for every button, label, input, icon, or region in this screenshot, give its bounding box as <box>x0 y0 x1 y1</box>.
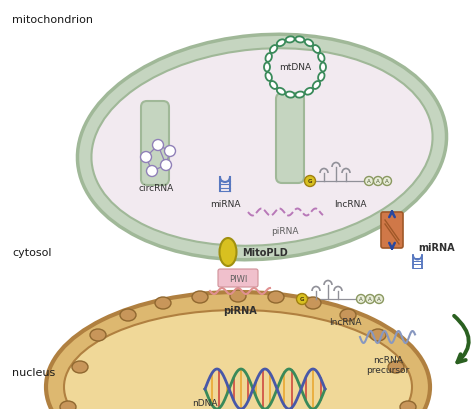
Text: cytosol: cytosol <box>12 247 52 257</box>
Ellipse shape <box>265 54 272 63</box>
Text: A: A <box>376 179 380 184</box>
Text: ncRNA
precursor: ncRNA precursor <box>366 355 410 375</box>
FancyBboxPatch shape <box>218 270 258 287</box>
Ellipse shape <box>286 37 295 43</box>
Ellipse shape <box>270 46 277 54</box>
Ellipse shape <box>270 82 277 90</box>
Ellipse shape <box>268 291 284 303</box>
Ellipse shape <box>295 92 304 99</box>
Text: A: A <box>377 297 381 302</box>
Ellipse shape <box>318 73 325 82</box>
Text: lncRNA: lncRNA <box>329 317 361 326</box>
Ellipse shape <box>305 89 313 95</box>
Circle shape <box>140 152 152 163</box>
Text: nDNA: nDNA <box>192 398 218 407</box>
Ellipse shape <box>155 297 171 309</box>
Ellipse shape <box>277 40 285 47</box>
Ellipse shape <box>320 63 326 72</box>
Text: PIWI: PIWI <box>229 275 247 284</box>
Ellipse shape <box>318 54 325 63</box>
Text: G: G <box>300 297 304 302</box>
FancyBboxPatch shape <box>141 102 169 186</box>
Text: A: A <box>368 297 372 302</box>
Text: A: A <box>367 179 371 184</box>
Ellipse shape <box>277 89 285 95</box>
Ellipse shape <box>370 329 386 341</box>
Ellipse shape <box>313 46 320 54</box>
Text: A: A <box>359 297 363 302</box>
Text: miRNA: miRNA <box>418 243 455 252</box>
Text: G: G <box>308 179 312 184</box>
Ellipse shape <box>265 73 272 82</box>
FancyArrowPatch shape <box>454 316 469 362</box>
Ellipse shape <box>264 63 270 72</box>
Ellipse shape <box>90 329 106 341</box>
Ellipse shape <box>219 238 237 266</box>
Circle shape <box>356 295 365 304</box>
Text: mtDNA: mtDNA <box>279 63 311 72</box>
Ellipse shape <box>64 310 412 409</box>
Ellipse shape <box>313 82 320 90</box>
Ellipse shape <box>295 37 304 43</box>
Ellipse shape <box>305 297 321 309</box>
Circle shape <box>161 160 172 171</box>
Ellipse shape <box>305 40 313 47</box>
Ellipse shape <box>46 292 430 409</box>
Text: mitochondrion: mitochondrion <box>12 15 93 25</box>
Circle shape <box>365 177 374 186</box>
Text: A: A <box>385 179 389 184</box>
Text: miRNA: miRNA <box>210 200 240 209</box>
Ellipse shape <box>72 361 88 373</box>
Text: piRNA: piRNA <box>271 227 299 236</box>
Ellipse shape <box>60 401 76 409</box>
Text: circRNA: circRNA <box>138 184 173 193</box>
Ellipse shape <box>388 361 404 373</box>
Circle shape <box>297 294 308 305</box>
Circle shape <box>374 177 383 186</box>
Ellipse shape <box>400 401 416 409</box>
Ellipse shape <box>91 49 433 246</box>
Circle shape <box>153 140 164 151</box>
FancyBboxPatch shape <box>381 213 403 248</box>
Circle shape <box>383 177 392 186</box>
Ellipse shape <box>77 35 447 260</box>
Circle shape <box>365 295 374 304</box>
Text: piRNA: piRNA <box>223 305 257 315</box>
Ellipse shape <box>230 290 246 302</box>
Ellipse shape <box>286 92 295 99</box>
Ellipse shape <box>340 309 356 321</box>
Ellipse shape <box>192 291 208 303</box>
FancyBboxPatch shape <box>276 94 304 184</box>
Circle shape <box>146 166 157 177</box>
Circle shape <box>164 146 175 157</box>
Text: nucleus: nucleus <box>12 367 55 377</box>
Text: MitoPLD: MitoPLD <box>242 247 288 257</box>
Ellipse shape <box>120 309 136 321</box>
Circle shape <box>304 176 316 187</box>
Circle shape <box>374 295 383 304</box>
Text: lncRNA: lncRNA <box>334 200 366 209</box>
